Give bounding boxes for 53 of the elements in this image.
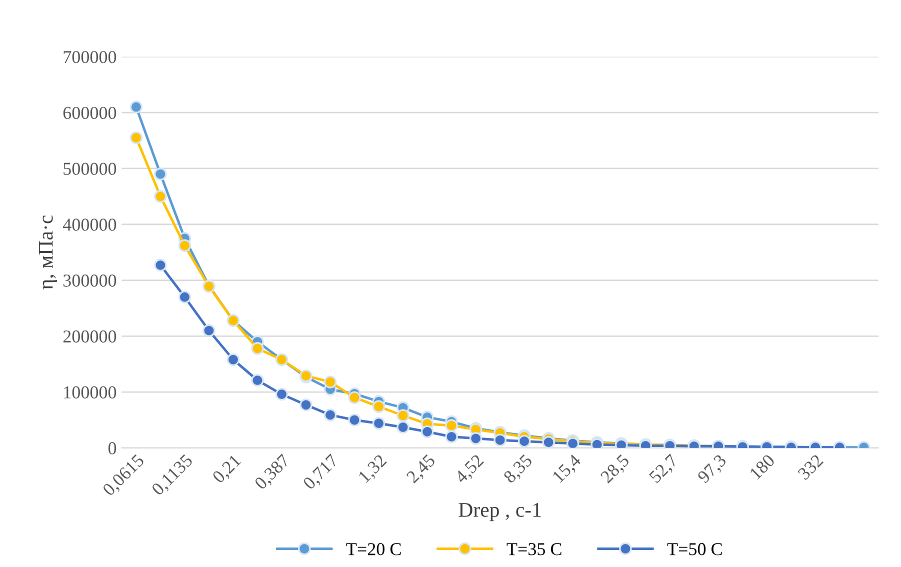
y-tick-label: 400000 [62,218,116,231]
y-tick-label: 0 [108,442,116,454]
point [324,408,337,422]
point [178,239,192,252]
y-axis-title: η, мПа·с [38,215,58,290]
point [154,168,167,180]
y-tick-label: 200000 [63,330,116,343]
legend-label: T=20 C [346,543,401,556]
point [251,342,264,355]
point [348,414,361,426]
x-tick-label: 52,7 [648,454,680,486]
x-tick-label: 332 [797,454,824,480]
y-tick-label: 500000 [64,162,116,175]
point [396,420,410,434]
point [154,190,167,203]
point [130,131,143,144]
point [251,374,264,387]
x-tick-label: 4,52 [454,454,486,486]
point [226,353,240,366]
x-tick-label: 15,4 [552,453,584,485]
x-axis-title: Drep , с-1 [458,502,541,522]
point [542,436,555,448]
point [130,100,143,114]
point [420,425,434,438]
point [494,434,506,446]
point [372,400,386,413]
x-tick-label: 28,5 [600,454,632,486]
point [566,437,580,448]
x-tick-label: 97,3 [696,454,729,486]
point [445,430,458,444]
point [154,258,167,272]
point [445,419,458,432]
x-tick-label: 1,32 [358,454,389,485]
point [396,409,410,422]
y-tick-label: 600000 [63,106,116,120]
y-tick-label: 300000 [63,274,116,287]
point [202,324,216,337]
legend-label: T=35 C [506,543,562,556]
x-tick-label: 8,35 [502,454,535,486]
x-tick-label: 2,45 [406,454,438,486]
point [324,376,337,388]
y-tick-label: 700000 [64,50,116,64]
point [275,388,288,401]
point [300,398,312,412]
point [348,391,361,404]
point [469,432,482,445]
legend-label: T=50 C [667,543,722,556]
x-tick-label: 180 [749,454,776,480]
point [518,434,531,448]
point [372,416,386,430]
point [178,290,192,304]
y-tick-label: 100000 [64,386,116,398]
x-tick-label: 0,21 [212,454,244,486]
